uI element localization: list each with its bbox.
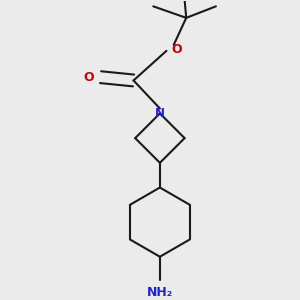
Text: O: O — [171, 43, 182, 56]
Text: N: N — [155, 107, 165, 120]
Text: O: O — [84, 71, 94, 84]
Text: NH₂: NH₂ — [147, 286, 173, 299]
